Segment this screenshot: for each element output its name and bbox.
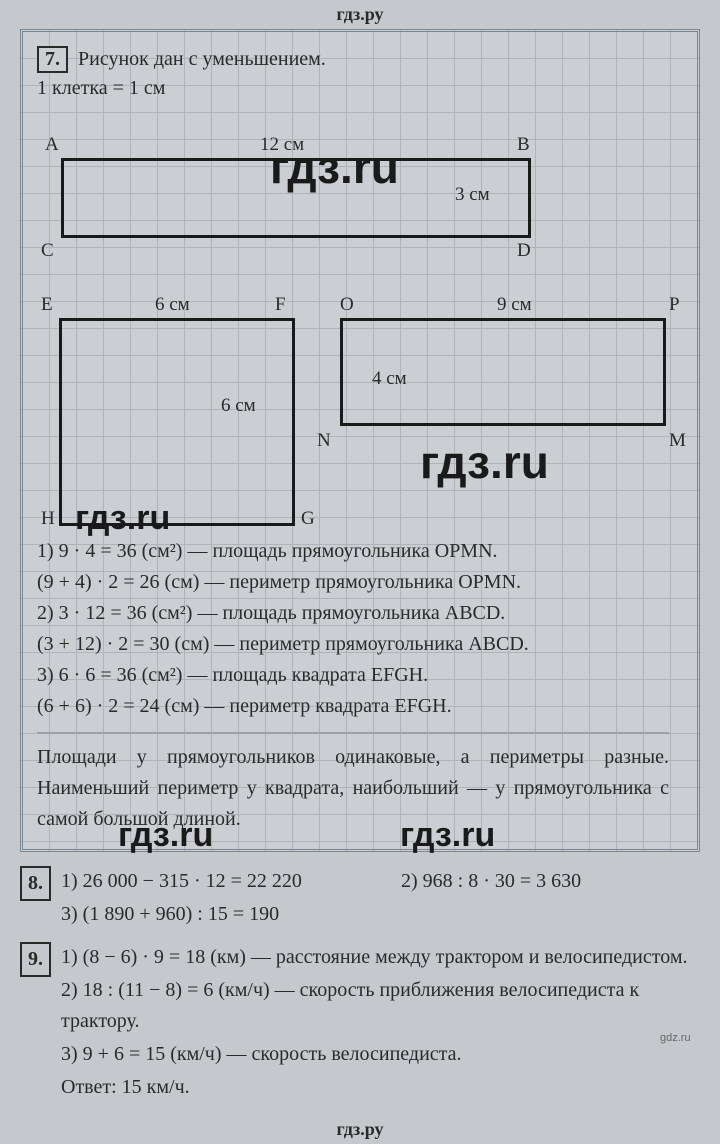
eq: 3) (1 890 + 960) : 15 = 190: [61, 899, 700, 930]
solution-line: 2) 3 · 12 = 36 (см²) — площадь прямоугол…: [37, 598, 669, 629]
intro-text-2: 1 клетка = 1 см: [37, 77, 669, 100]
answer: Ответ: 15 км/ч.: [61, 1072, 700, 1103]
vertex-c: C: [41, 240, 54, 262]
eq: 2) 968 : 8 · 30 = 3 630: [401, 866, 581, 897]
line: 3) 9 + 6 = 15 (км/ч) — скорость велосипе…: [61, 1039, 700, 1070]
solution-line: (9 + 4) · 2 = 26 (см) — периметр прямоуг…: [37, 567, 669, 598]
vertex-f: F: [275, 294, 286, 316]
solution-line: (6 + 6) · 2 = 24 (см) — периметр квадрат…: [37, 691, 669, 722]
vertex-o: O: [340, 294, 354, 316]
height-efgh: 6 см: [221, 395, 256, 417]
below-content: 8. 1) 26 000 − 315 · 12 = 22 2202) 968 :…: [20, 866, 700, 1105]
watermark-text: гдз.ru: [75, 499, 170, 538]
vertex-h: H: [41, 508, 55, 530]
watermark-text: гдз.ru: [270, 140, 399, 194]
problem-number: 8.: [20, 866, 51, 901]
line: 2) 18 : (11 − 8) = 6 (км/ч) — скорость п…: [61, 975, 700, 1037]
vertex-b: B: [517, 134, 530, 156]
problem-number: 9.: [20, 942, 51, 977]
height-abcd: 3 см: [455, 184, 490, 206]
vertex-d: D: [517, 240, 531, 262]
problem-8: 8. 1) 26 000 − 315 · 12 = 22 2202) 968 :…: [20, 866, 700, 932]
vertex-p: P: [669, 294, 680, 316]
vertex-n: N: [317, 430, 331, 452]
solution-line: 3) 6 · 6 = 36 (см²) — площадь квадрата E…: [37, 660, 669, 691]
vertex-e: E: [41, 294, 53, 316]
rect-efgh: [59, 318, 295, 526]
height-opmn: 4 см: [372, 368, 407, 390]
vertex-m: M: [669, 430, 686, 452]
width-opmn: 9 см: [497, 294, 532, 316]
intro-text: Рисунок дан с уменьшением.: [78, 48, 326, 70]
solution-line: (3 + 12) · 2 = 30 (см) — периметр прямоу…: [37, 629, 669, 660]
watermark-small: gdz.ru: [660, 1032, 691, 1044]
vertex-g: G: [301, 508, 315, 530]
problem-9: 9. 1) (8 − 6) · 9 = 18 (км) — расстояние…: [20, 942, 700, 1105]
solution-line: 1) 9 · 4 = 36 (см²) — площадь прямоуголь…: [37, 536, 669, 567]
watermark-text: гдз.ru: [118, 816, 213, 855]
solution-lines: 1) 9 · 4 = 36 (см²) — площадь прямоуголь…: [37, 536, 669, 722]
vertex-a: A: [45, 134, 59, 156]
page-header: гдз.ру: [0, 0, 720, 29]
separator-line: [37, 732, 669, 734]
watermark-text: гдз.ru: [420, 435, 549, 489]
problem-number: 7.: [37, 46, 68, 73]
page-footer: гдз.ру: [0, 1115, 720, 1144]
width-efgh: 6 см: [155, 294, 190, 316]
watermark-text: гдз.ru: [400, 816, 495, 855]
eq: 1) 26 000 − 315 · 12 = 22 220: [61, 866, 401, 897]
line: 1) (8 − 6) · 9 = 18 (км) — расстояние ме…: [61, 942, 700, 973]
